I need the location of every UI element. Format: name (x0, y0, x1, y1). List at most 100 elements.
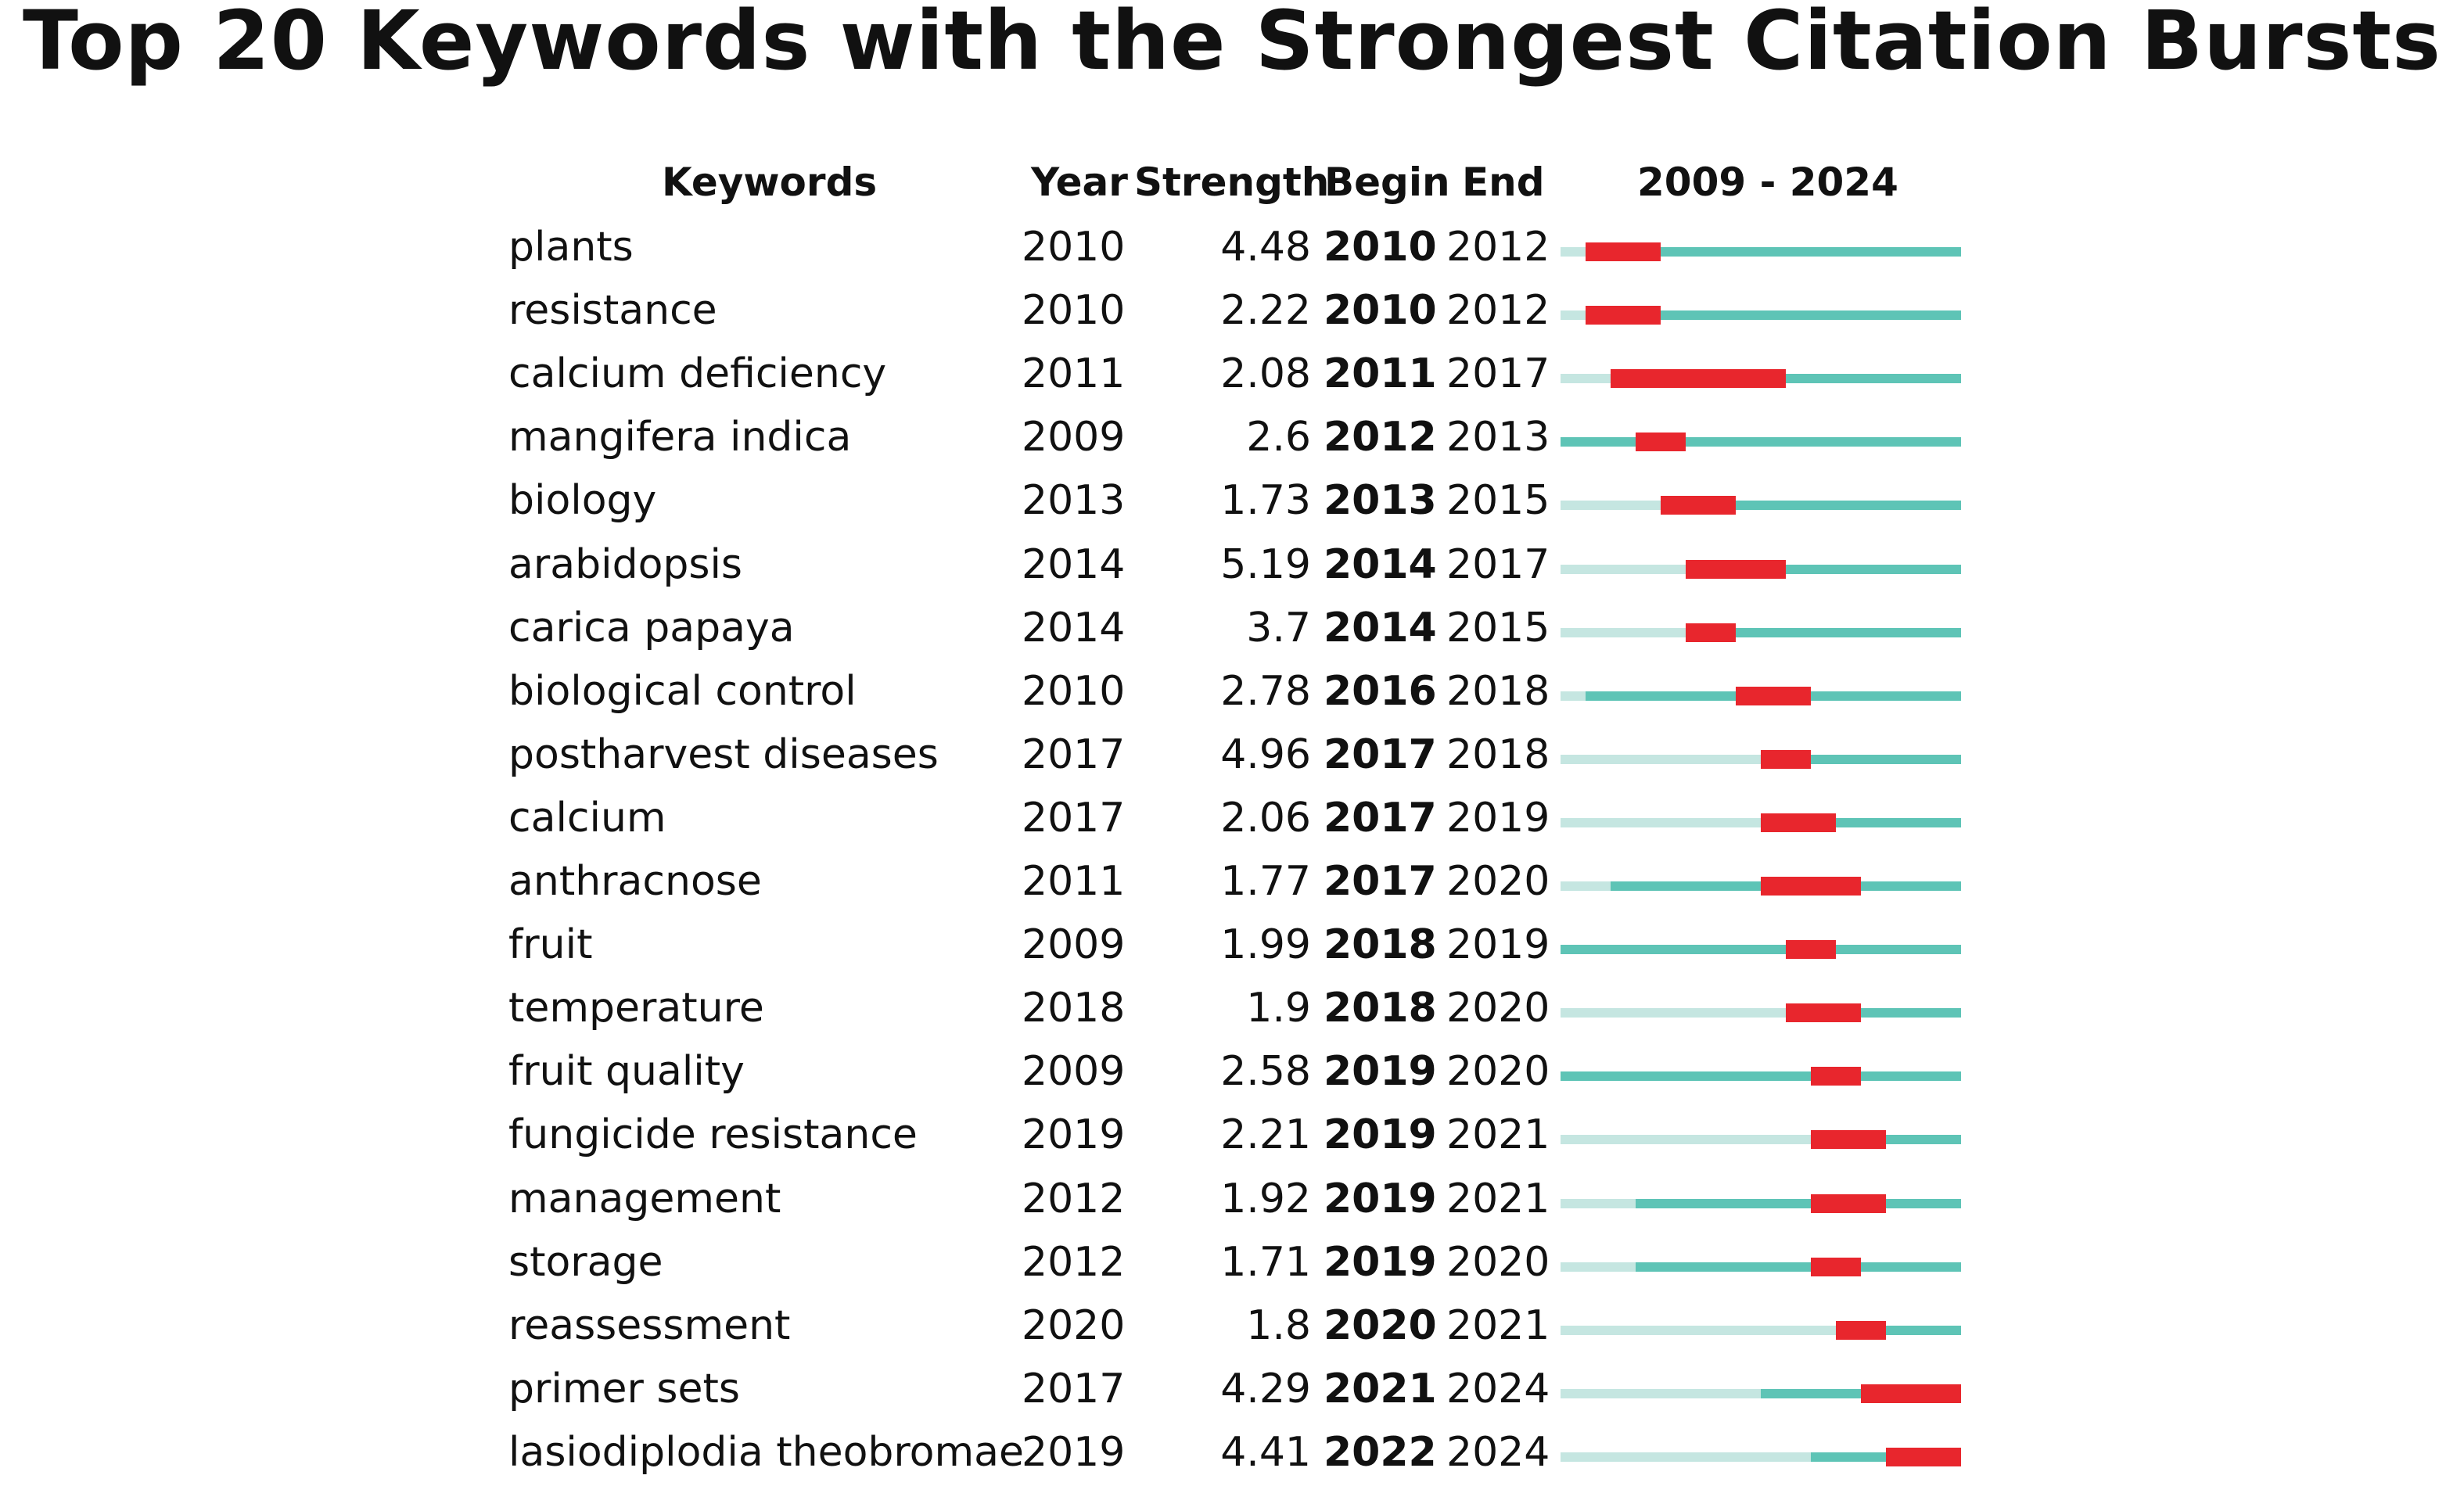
end-cell: 2024 (1446, 1428, 1550, 1476)
year-cell: 2014 (1022, 540, 1126, 588)
burst-timeline (1561, 1384, 1961, 1403)
end-cell: 2020 (1446, 858, 1550, 905)
timeline-pre-segment (1561, 1008, 1786, 1018)
begin-cell: 2010 (1324, 224, 1437, 271)
burst-bar (1836, 1320, 1886, 1340)
keyword-cell: lasiodiplodia theobromae (508, 1428, 1024, 1476)
burst-timeline (1561, 623, 1961, 642)
table-row: carica papaya 2014 3.7 2014 2015 (0, 597, 2464, 660)
keyword-cell: biology (508, 477, 657, 525)
year-cell: 2020 (1022, 1301, 1126, 1349)
end-cell: 2021 (1446, 1175, 1550, 1222)
strength-cell: 4.96 (1220, 730, 1311, 778)
begin-cell: 2011 (1324, 350, 1437, 398)
begin-cell: 2019 (1324, 1048, 1437, 1096)
timeline-active-segment (1561, 437, 1961, 447)
timeline-pre-segment (1561, 501, 1661, 511)
begin-cell: 2016 (1324, 667, 1437, 715)
burst-timeline (1561, 940, 1961, 960)
timeline-pre-segment (1561, 310, 1586, 321)
year-cell: 2009 (1022, 414, 1126, 461)
timeline-active-segment (1561, 945, 1961, 955)
burst-bar (1786, 940, 1836, 960)
end-cell: 2012 (1446, 224, 1550, 271)
burst-timeline (1561, 1130, 1961, 1150)
year-cell: 2013 (1022, 477, 1126, 525)
strength-cell: 5.19 (1220, 540, 1311, 588)
begin-cell: 2017 (1324, 794, 1437, 842)
keyword-cell: fungicide resistance (508, 1111, 918, 1159)
burst-timeline (1561, 306, 1961, 325)
year-cell: 2012 (1022, 1175, 1126, 1222)
header-begin: Begin (1324, 160, 1450, 205)
burst-bar (1811, 1130, 1886, 1150)
burst-bar (1811, 1067, 1861, 1086)
timeline-active-segment (1636, 1198, 1961, 1208)
begin-cell: 2012 (1324, 414, 1437, 461)
begin-cell: 2020 (1324, 1301, 1437, 1349)
end-cell: 2015 (1446, 477, 1550, 525)
begin-cell: 2017 (1324, 730, 1437, 778)
timeline-active-segment (1686, 627, 1961, 637)
keyword-cell: resistance (508, 287, 717, 335)
strength-cell: 1.73 (1220, 477, 1311, 525)
strength-cell: 2.6 (1246, 414, 1311, 461)
burst-bar (1636, 433, 1686, 452)
strength-cell: 1.92 (1220, 1175, 1311, 1222)
begin-cell: 2013 (1324, 477, 1437, 525)
burst-bar (1686, 623, 1736, 642)
keyword-cell: postharvest diseases (508, 730, 939, 778)
end-cell: 2018 (1446, 730, 1550, 778)
timeline-pre-segment (1561, 754, 1761, 764)
burst-bar (1861, 1384, 1961, 1403)
header-timeline-range: 2009 - 2024 (1637, 160, 1898, 205)
strength-cell: 2.78 (1220, 667, 1311, 715)
table-row: calcium 2017 2.06 2017 2019 (0, 787, 2464, 850)
timeline-pre-segment (1561, 881, 1611, 891)
strength-cell: 4.41 (1220, 1428, 1311, 1476)
begin-cell: 2014 (1324, 604, 1437, 651)
burst-bar (1811, 1257, 1861, 1276)
header-year: Year (1031, 160, 1128, 205)
header-keywords: Keywords (662, 160, 878, 205)
timeline-pre-segment (1561, 1325, 1836, 1335)
burst-timeline (1561, 1193, 1961, 1213)
end-cell: 2013 (1446, 414, 1550, 461)
year-cell: 2019 (1022, 1111, 1126, 1159)
end-cell: 2020 (1446, 1238, 1550, 1286)
burst-timeline (1561, 559, 1961, 579)
strength-cell: 4.48 (1220, 224, 1311, 271)
year-cell: 2010 (1022, 287, 1126, 335)
begin-cell: 2022 (1324, 1428, 1437, 1476)
begin-cell: 2014 (1324, 540, 1437, 588)
year-cell: 2010 (1022, 667, 1126, 715)
end-cell: 2015 (1446, 604, 1550, 651)
keyword-cell: fruit (508, 921, 593, 969)
keyword-cell: plants (508, 224, 634, 271)
timeline-pre-segment (1561, 817, 1761, 827)
burst-bar (1586, 242, 1661, 261)
burst-bar (1761, 813, 1836, 832)
table-row: plants 2010 4.48 2010 2012 (0, 216, 2464, 279)
timeline-pre-segment (1561, 374, 1611, 384)
burst-bar (1811, 1193, 1886, 1213)
keyword-cell: anthracnose (508, 858, 762, 905)
table-row: temperature 2018 1.9 2018 2020 (0, 977, 2464, 1040)
strength-cell: 2.22 (1220, 287, 1311, 335)
timeline-active-segment (1661, 501, 1961, 511)
table-row: reassessment 2020 1.8 2020 2021 (0, 1294, 2464, 1358)
year-cell: 2017 (1022, 730, 1126, 778)
begin-cell: 2019 (1324, 1111, 1437, 1159)
table-row: calcium deficiency 2011 2.08 2011 2017 (0, 343, 2464, 406)
strength-cell: 2.21 (1220, 1111, 1311, 1159)
timeline-pre-segment (1561, 691, 1586, 701)
timeline-pre-segment (1561, 1262, 1636, 1272)
strength-cell: 4.29 (1220, 1365, 1311, 1412)
timeline-pre-segment (1561, 1198, 1636, 1208)
burst-timeline (1561, 433, 1961, 452)
burst-bar (1761, 749, 1811, 769)
keyword-cell: carica papaya (508, 604, 795, 651)
timeline-active-segment (1761, 754, 1961, 764)
end-cell: 2017 (1446, 350, 1550, 398)
begin-cell: 2010 (1324, 287, 1437, 335)
